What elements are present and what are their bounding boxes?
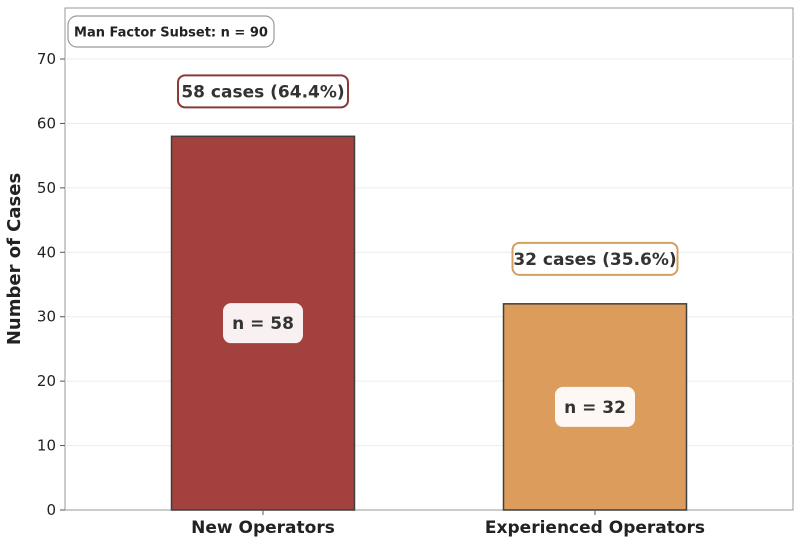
count-label-box	[555, 386, 635, 427]
x-axis-labels: New Operators Experienced Operators	[191, 510, 705, 538]
y-tick-label: 20	[37, 372, 56, 390]
value-callout-text: 32 cases (35.6%)	[513, 250, 676, 270]
value-callout: 32 cases (35.6%)	[511, 241, 679, 276]
y-tick-label: 0	[46, 501, 56, 519]
count-label-text: n = 32	[564, 398, 626, 418]
y-tick-label: 50	[37, 179, 56, 197]
count-label-text: n = 58	[232, 314, 294, 334]
value-callout-box	[177, 74, 349, 109]
count-label-box	[223, 303, 303, 344]
value-callout-box	[511, 241, 679, 276]
value-callout: 58 cases (64.4%)	[177, 74, 349, 109]
y-tick-label: 10	[37, 437, 56, 455]
bars: 58 cases (64.4%) n = 58 32 cases (35.6%) n …	[170, 74, 688, 511]
y-tick-label: 40	[37, 243, 56, 261]
y-tick-label: 60	[37, 114, 56, 132]
count-label: n = 32	[555, 386, 635, 427]
y-axis-title: Number of Cases	[4, 173, 25, 345]
count-label: n = 58	[223, 303, 303, 344]
y-tick-label: 30	[37, 308, 56, 326]
y-tick-label: 70	[37, 50, 56, 68]
subset-annotation-text: Man Factor Subset: n = 90	[74, 26, 268, 41]
y-axis-ticks: 0 10 20 30 40 50 60 70	[37, 50, 65, 519]
x-category-label: New Operators	[191, 518, 335, 538]
x-category-label: Experienced Operators	[485, 518, 705, 538]
subset-annotation-box	[67, 15, 275, 48]
value-callout-text: 58 cases (64.4%)	[181, 82, 344, 102]
subset-annotation: Man Factor Subset: n = 90	[67, 15, 275, 48]
